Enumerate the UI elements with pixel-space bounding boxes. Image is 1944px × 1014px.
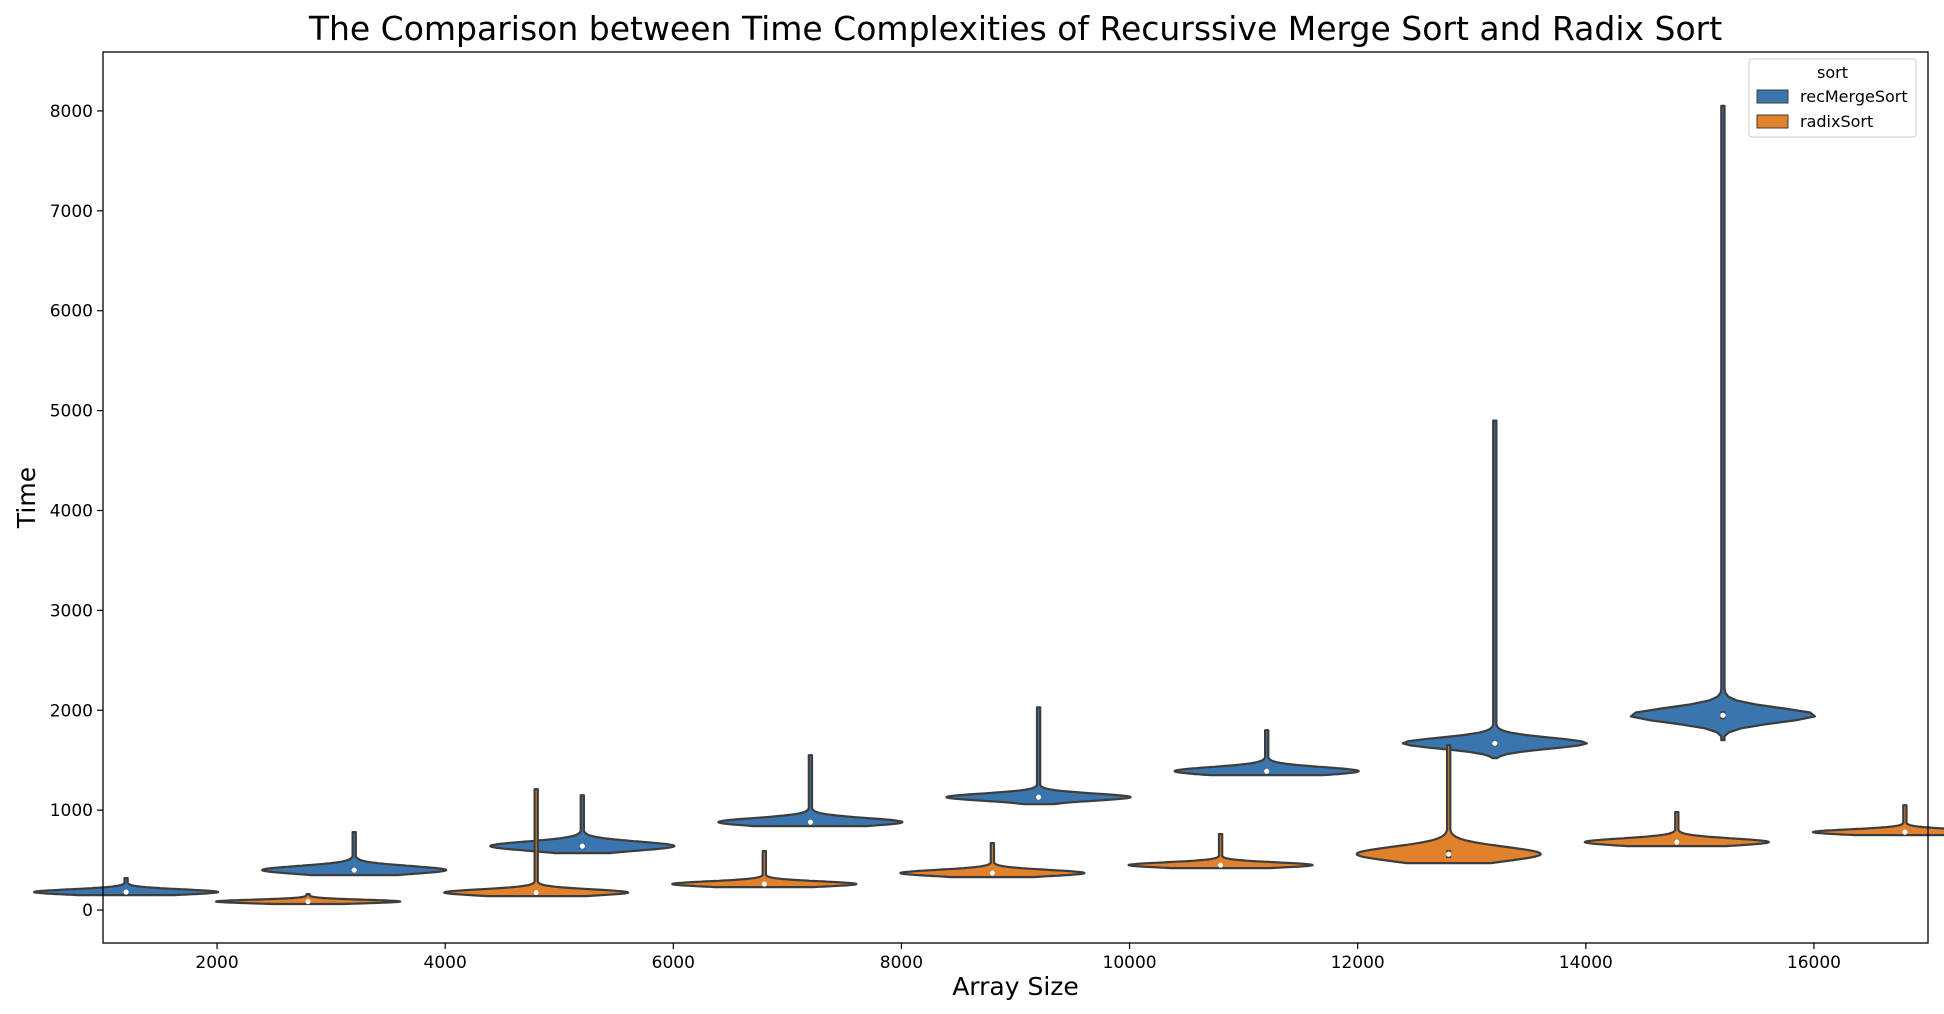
x-tick-label: 14000: [1559, 953, 1613, 973]
y-tick-label: 3000: [50, 601, 93, 621]
violin-median-point: [807, 819, 814, 825]
violin-radixSort-16000: [1811, 804, 1944, 837]
violin-radixSort-6000: [671, 850, 858, 889]
violin-median-point: [989, 870, 996, 876]
violin-recMergeSort-10000: [945, 706, 1132, 806]
violin-median-point: [1674, 839, 1680, 845]
x-tick-label: 8000: [880, 953, 923, 973]
violin-median-point: [1720, 712, 1726, 718]
violin-radixSort-14000: [1583, 811, 1770, 848]
x-tick-label: 2000: [195, 953, 238, 973]
violin-median-point: [1035, 794, 1042, 800]
violin-median-point: [351, 867, 357, 873]
x-axis-title: Array Size: [952, 972, 1079, 1001]
y-tick-label: 2000: [50, 701, 93, 721]
violin-median-point: [305, 898, 311, 905]
violin-median-point: [533, 889, 539, 896]
violin-recMergeSort-16000: [1629, 104, 1816, 742]
x-tick-label: 16000: [1787, 953, 1841, 973]
legend-swatch-radixSort: [1756, 114, 1789, 129]
y-tick-label: 1000: [50, 801, 93, 821]
x-tick-label: 10000: [1103, 953, 1157, 973]
y-tick-label: 7000: [50, 202, 93, 222]
violin-recMergeSort-4000: [261, 831, 448, 877]
legend: sort recMergeSort radixSort: [1748, 58, 1917, 138]
x-tick-label: 12000: [1331, 953, 1385, 973]
violin-radixSort-12000: [1355, 744, 1542, 865]
violin-radixSort-4000: [443, 788, 630, 898]
plot-frame: [102, 51, 1929, 944]
violin-median-point: [123, 889, 129, 895]
y-axis-title: Time: [12, 467, 41, 529]
violin-median-point: [761, 881, 767, 887]
violin-radixSort-8000: [899, 842, 1086, 879]
legend-label-radixSort: radixSort: [1800, 112, 1873, 131]
legend-box: [1748, 58, 1917, 138]
violin-median-point: [1217, 862, 1224, 868]
y-tick-label: 6000: [50, 302, 93, 322]
violin-recMergeSort-6000: [489, 794, 676, 855]
violin-recMergeSort-14000: [1401, 419, 1588, 760]
violin-median-point: [1492, 740, 1498, 746]
y-tick-label: 4000: [50, 501, 93, 521]
x-axis-ticks: 2000 4000 6000 8000 10000 12000 14000 16000: [195, 943, 1841, 973]
violin-median-point: [1902, 829, 1908, 835]
x-tick-label: 6000: [652, 953, 695, 973]
y-tick-label: 8000: [50, 102, 93, 122]
violin-radixSort-10000: [1127, 833, 1314, 870]
y-tick-label: 5000: [50, 402, 93, 422]
violin-median-point: [579, 843, 585, 849]
legend-title: sort: [1817, 63, 1848, 82]
legend-swatch-recMergeSort: [1756, 89, 1789, 104]
x-tick-label: 4000: [424, 953, 467, 973]
y-tick-label: 0: [82, 901, 93, 921]
violin-recMergeSort-12000: [1173, 729, 1360, 777]
y-axis-ticks: 0 1000 2000 3000 4000 5000 6000 7000 8000: [50, 102, 103, 921]
violin-recMergeSort-8000: [717, 754, 904, 828]
violin-recMergeSort-2000: [33, 877, 220, 897]
legend-items: recMergeSort radixSort: [1756, 87, 1908, 131]
violin-median-point: [1446, 851, 1452, 857]
violin-layer: [33, 104, 1944, 906]
legend-label-recMergeSort: recMergeSort: [1800, 87, 1908, 106]
violin-median-point: [1264, 768, 1270, 774]
chart-title: The Comparison between Time Complexities…: [308, 9, 1722, 48]
